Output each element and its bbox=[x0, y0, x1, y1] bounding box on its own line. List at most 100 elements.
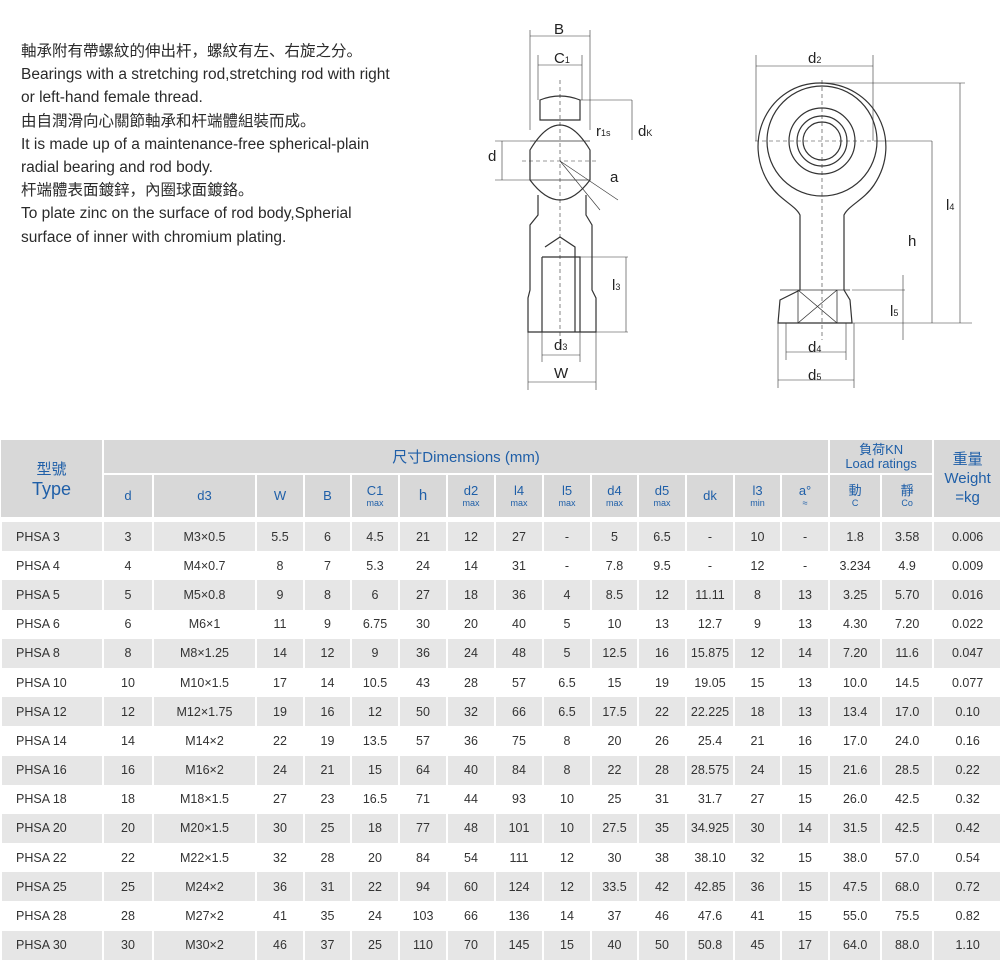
table-cell: 23 bbox=[303, 784, 351, 814]
table-cell: 14 bbox=[542, 901, 591, 931]
table-cell: M24×2 bbox=[152, 872, 256, 902]
column-header: B bbox=[303, 474, 351, 517]
table-cell: PHSA 16 bbox=[0, 755, 103, 785]
table-cell: 28.575 bbox=[685, 755, 734, 785]
table-cell: 14 bbox=[779, 638, 830, 668]
table-cell: 6.5 bbox=[542, 667, 591, 698]
table-cell: M6×1 bbox=[152, 609, 256, 639]
table-cell: 20 bbox=[102, 813, 153, 844]
table-cell: 47.6 bbox=[685, 901, 734, 931]
table-cell: 7 bbox=[303, 551, 351, 581]
table-cell: PHSA 25 bbox=[0, 872, 103, 902]
table-cell: - bbox=[779, 551, 830, 581]
table-cell: 12.5 bbox=[590, 638, 638, 668]
table-cell: 17.5 bbox=[590, 697, 638, 727]
table-cell: - bbox=[542, 551, 591, 581]
header-dimensions: 尺寸Dimensions (mm) bbox=[101, 440, 830, 475]
table-cell: 13.5 bbox=[350, 726, 399, 756]
table-cell: 77 bbox=[398, 813, 447, 844]
table-cell: 22 bbox=[255, 726, 304, 756]
table-cell: 75 bbox=[494, 726, 543, 756]
table-cell: 20 bbox=[590, 726, 638, 756]
table-cell: PHSA 12 bbox=[0, 697, 103, 727]
table-cell: PHSA 6 bbox=[0, 609, 103, 639]
column-header: h bbox=[398, 474, 447, 517]
table-cell: 0.009 bbox=[932, 551, 1000, 581]
table-cell: 66 bbox=[494, 697, 543, 727]
table-cell: 0.10 bbox=[932, 697, 1000, 727]
label-d3: d3 bbox=[554, 337, 567, 354]
table-row: PHSA 22 22 M22×1.5 32 28 20 84 54 111 12 30 38 38.10… bbox=[0, 843, 1000, 873]
table-cell: 13 bbox=[779, 609, 830, 639]
table-cell: 43 bbox=[398, 667, 447, 698]
table-cell: 33.5 bbox=[590, 872, 638, 902]
table-cell: 0.54 bbox=[932, 843, 1000, 873]
table-cell: 19 bbox=[303, 726, 351, 756]
table-cell: 0.32 bbox=[932, 784, 1000, 814]
table-cell: 64 bbox=[398, 755, 447, 785]
table-cell: 13 bbox=[779, 667, 830, 698]
table-cell: 15 bbox=[779, 755, 830, 785]
table-cell: 20 bbox=[350, 843, 399, 873]
desc-line: 軸承附有帶螺紋的伸出杆，螺紋有左、右旋之分。 bbox=[21, 43, 363, 60]
table-cell: 136 bbox=[494, 901, 543, 931]
table-cell: 37 bbox=[303, 930, 351, 960]
table-cell: PHSA 22 bbox=[0, 843, 103, 873]
table-cell: 8 bbox=[102, 638, 153, 668]
label-d: d bbox=[488, 148, 496, 165]
table-cell: 54 bbox=[446, 843, 495, 873]
table-row: PHSA 5 5 M5×0.8 9 8 6 27 18 36 4 8.5 12 11.11 8 13 3.25… bbox=[0, 580, 1000, 610]
table-cell: 5.70 bbox=[880, 580, 934, 610]
table-cell: 24 bbox=[350, 901, 399, 931]
table-cell: 11.11 bbox=[685, 580, 734, 610]
table-cell: 12 bbox=[446, 522, 495, 552]
table-cell: 35 bbox=[637, 813, 686, 844]
table-cell: 15 bbox=[779, 843, 830, 873]
table-cell: 40 bbox=[494, 609, 543, 639]
table-row: PHSA 30 30 M30×2 46 37 25 110 70 145 15 40 50 50.8 45… bbox=[0, 930, 1000, 960]
table-cell: - bbox=[542, 522, 591, 552]
table-cell: 6.5 bbox=[637, 522, 686, 552]
table-cell: 6.75 bbox=[350, 609, 399, 639]
column-header: l3 min bbox=[733, 474, 781, 517]
table-cell: 88.0 bbox=[880, 930, 934, 960]
side-view bbox=[495, 30, 633, 390]
table-cell: 15 bbox=[590, 667, 638, 698]
table-cell: 12 bbox=[303, 638, 351, 668]
table-cell: 9 bbox=[255, 580, 304, 610]
table-cell: 24 bbox=[398, 551, 447, 581]
table-cell: 5 bbox=[102, 580, 153, 610]
table-cell: 15 bbox=[350, 755, 399, 785]
table-cell: 12 bbox=[102, 697, 153, 727]
table-row: PHSA 28 28 M27×2 41 35 24 103 66 136 14 37 46 47.6 41… bbox=[0, 901, 1000, 931]
table-row: PHSA 18 18 M18×1.5 27 23 16.5 71 44 93 10 25 31 31.7… bbox=[0, 784, 1000, 814]
table-cell: 0.22 bbox=[932, 755, 1000, 785]
table-cell: 16 bbox=[303, 697, 351, 727]
table-cell: 45 bbox=[733, 930, 781, 960]
table-cell: 0.42 bbox=[932, 813, 1000, 844]
table-cell: 13 bbox=[779, 580, 830, 610]
table-row: PHSA 3 3 M3×0.5 5.5 6 4.5 21 12 27-5 6.5-10-1.8 3.… bbox=[0, 522, 1000, 552]
table-cell: 55.0 bbox=[828, 901, 882, 931]
table-cell: 42 bbox=[637, 872, 686, 902]
table-cell: 1.10 bbox=[932, 930, 1000, 960]
table-row: PHSA 14 14 M14×2 22 19 13.5 57 36 75 8 20 26 25.4 21 1… bbox=[0, 726, 1000, 756]
table-cell: 30 bbox=[398, 609, 447, 639]
label-r1s: r1s bbox=[596, 123, 611, 140]
table-cell: 13 bbox=[637, 609, 686, 639]
table-cell: 57 bbox=[494, 667, 543, 698]
table-cell: M14×2 bbox=[152, 726, 256, 756]
table-cell: 14.5 bbox=[880, 667, 934, 698]
table-cell: 28 bbox=[303, 843, 351, 873]
table-cell: 28 bbox=[446, 667, 495, 698]
column-header: d4 max bbox=[590, 474, 638, 517]
table-cell: 4.5 bbox=[350, 522, 399, 552]
table-cell: 36 bbox=[398, 638, 447, 668]
table-cell: 9 bbox=[350, 638, 399, 668]
desc-line: radial bearing and rod body. bbox=[21, 159, 213, 177]
table-cell: 48 bbox=[494, 638, 543, 668]
label-B: B bbox=[554, 21, 564, 38]
column-header: d2 max bbox=[446, 474, 495, 517]
table-cell: 37 bbox=[590, 901, 638, 931]
table-cell: 0.077 bbox=[932, 667, 1000, 698]
